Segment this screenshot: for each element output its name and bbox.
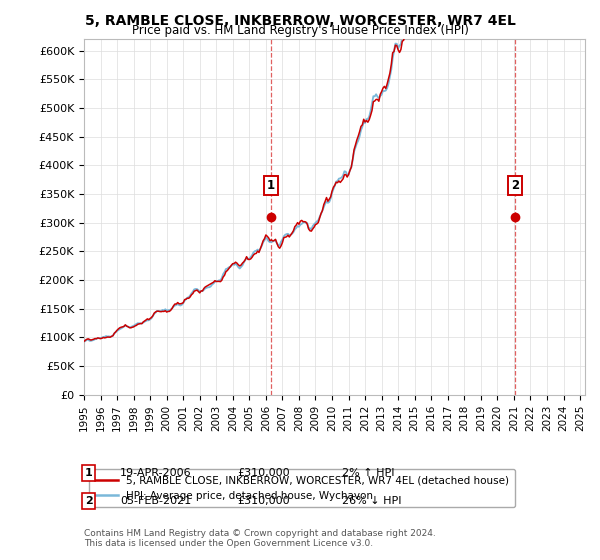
Text: 2: 2 <box>511 179 520 192</box>
Text: £310,000: £310,000 <box>237 496 290 506</box>
Text: £310,000: £310,000 <box>237 468 290 478</box>
Text: This data is licensed under the Open Government Licence v3.0.: This data is licensed under the Open Gov… <box>84 539 373 548</box>
Text: 2: 2 <box>85 496 92 506</box>
Text: 5, RAMBLE CLOSE, INKBERROW, WORCESTER, WR7 4EL: 5, RAMBLE CLOSE, INKBERROW, WORCESTER, W… <box>85 14 515 28</box>
Legend: 5, RAMBLE CLOSE, INKBERROW, WORCESTER, WR7 4EL (detached house), HPI: Average pr: 5, RAMBLE CLOSE, INKBERROW, WORCESTER, W… <box>89 469 515 507</box>
Text: 19-APR-2006: 19-APR-2006 <box>120 468 191 478</box>
Text: Price paid vs. HM Land Registry's House Price Index (HPI): Price paid vs. HM Land Registry's House … <box>131 24 469 37</box>
Text: 1: 1 <box>85 468 92 478</box>
Text: 2% ↑ HPI: 2% ↑ HPI <box>342 468 395 478</box>
Text: Contains HM Land Registry data © Crown copyright and database right 2024.: Contains HM Land Registry data © Crown c… <box>84 529 436 538</box>
Text: 26% ↓ HPI: 26% ↓ HPI <box>342 496 401 506</box>
Text: 05-FEB-2021: 05-FEB-2021 <box>120 496 191 506</box>
Text: 1: 1 <box>266 179 275 192</box>
